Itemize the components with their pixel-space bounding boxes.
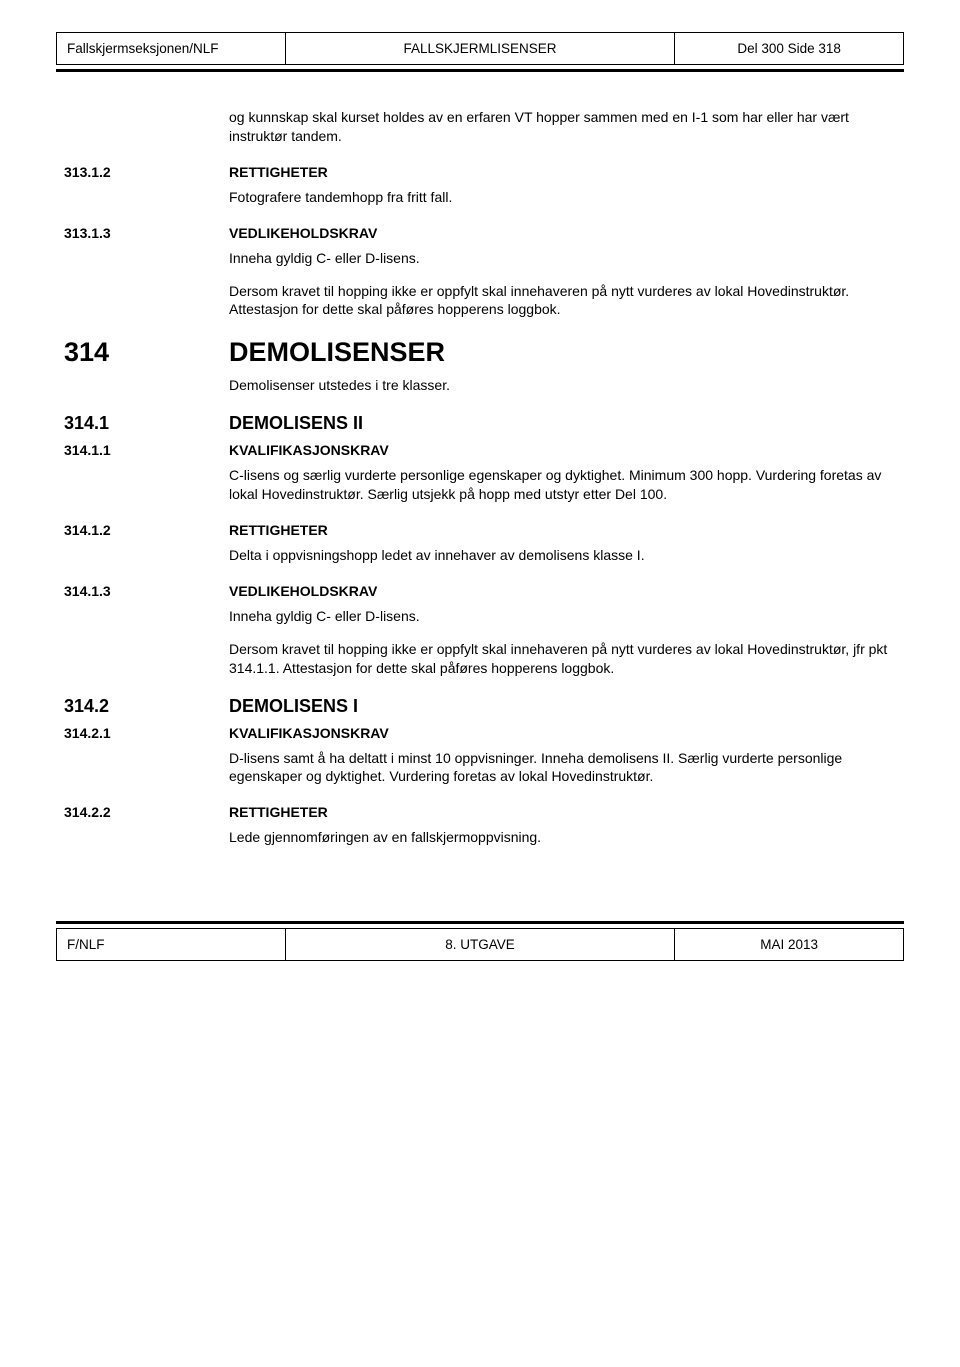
body-paragraph: Dersom kravet til hopping ikke er oppfyl… (229, 282, 896, 320)
heading-314-1-3: 314.1.3 VEDLIKEHOLDSKRAV (64, 583, 896, 599)
document-body: og kunnskap skal kurset holdes av en erf… (56, 72, 904, 885)
section-number: 314.1 (64, 413, 229, 434)
section-title: DEMOLISENS I (229, 696, 896, 717)
section-title: KVALIFIKASJONSKRAV (229, 725, 896, 741)
section-title: RETTIGHETER (229, 164, 896, 180)
body-paragraph: Inneha gyldig C- eller D-lisens. (229, 249, 896, 268)
heading-314-1: 314.1 DEMOLISENS II (64, 413, 896, 434)
heading-314-2-2: 314.2.2 RETTIGHETER (64, 804, 896, 820)
header-right: Del 300 Side 318 (675, 33, 904, 65)
body-paragraph: Demolisenser utstedes i tre klasser. (229, 376, 896, 395)
section-number: 314.2 (64, 696, 229, 717)
section-number: 313.1.3 (64, 225, 229, 241)
section-number: 314.1.2 (64, 522, 229, 538)
heading-314-2-1: 314.2.1 KVALIFIKASJONSKRAV (64, 725, 896, 741)
footer-left: F/NLF (57, 929, 286, 961)
header-center: FALLSKJERMLISENSER (285, 33, 675, 65)
body-paragraph: Dersom kravet til hopping ikke er oppfyl… (229, 640, 896, 678)
header-left: Fallskjermseksjonen/NLF (57, 33, 286, 65)
heading-313-1-3: 313.1.3 VEDLIKEHOLDSKRAV (64, 225, 896, 241)
section-title: DEMOLISENS II (229, 413, 896, 434)
body-paragraph: C-lisens og særlig vurderte personlige e… (229, 466, 896, 504)
body-paragraph: D-lisens samt å ha deltatt i minst 10 op… (229, 749, 896, 787)
section-title: RETTIGHETER (229, 804, 896, 820)
body-paragraph: Fotografere tandemhopp fra fritt fall. (229, 188, 896, 207)
footer-center: 8. UTGAVE (285, 929, 675, 961)
page-header: Fallskjermseksjonen/NLF FALLSKJERMLISENS… (56, 32, 904, 65)
section-number: 314 (64, 337, 229, 368)
heading-314-1-2: 314.1.2 RETTIGHETER (64, 522, 896, 538)
body-paragraph: Inneha gyldig C- eller D-lisens. (229, 607, 896, 626)
heading-313-1-2: 313.1.2 RETTIGHETER (64, 164, 896, 180)
section-title: KVALIFIKASJONSKRAV (229, 442, 896, 458)
section-number: 314.1.3 (64, 583, 229, 599)
body-paragraph: Delta i oppvisningshopp ledet av innehav… (229, 546, 896, 565)
heading-314-1-1: 314.1.1 KVALIFIKASJONSKRAV (64, 442, 896, 458)
body-paragraph: Lede gjennomføringen av en fallskjermopp… (229, 828, 896, 847)
heading-314: 314 DEMOLISENSER (64, 337, 896, 368)
footer-rule (56, 921, 904, 924)
page-footer: F/NLF 8. UTGAVE MAI 2013 (56, 928, 904, 961)
section-number: 314.2.1 (64, 725, 229, 741)
section-number: 314.2.2 (64, 804, 229, 820)
section-title: VEDLIKEHOLDSKRAV (229, 225, 896, 241)
heading-314-2: 314.2 DEMOLISENS I (64, 696, 896, 717)
intro-paragraph: og kunnskap skal kurset holdes av en erf… (229, 108, 896, 146)
section-number: 313.1.2 (64, 164, 229, 180)
footer-right: MAI 2013 (675, 929, 904, 961)
section-title: DEMOLISENSER (229, 337, 896, 368)
section-title: RETTIGHETER (229, 522, 896, 538)
section-number: 314.1.1 (64, 442, 229, 458)
section-title: VEDLIKEHOLDSKRAV (229, 583, 896, 599)
